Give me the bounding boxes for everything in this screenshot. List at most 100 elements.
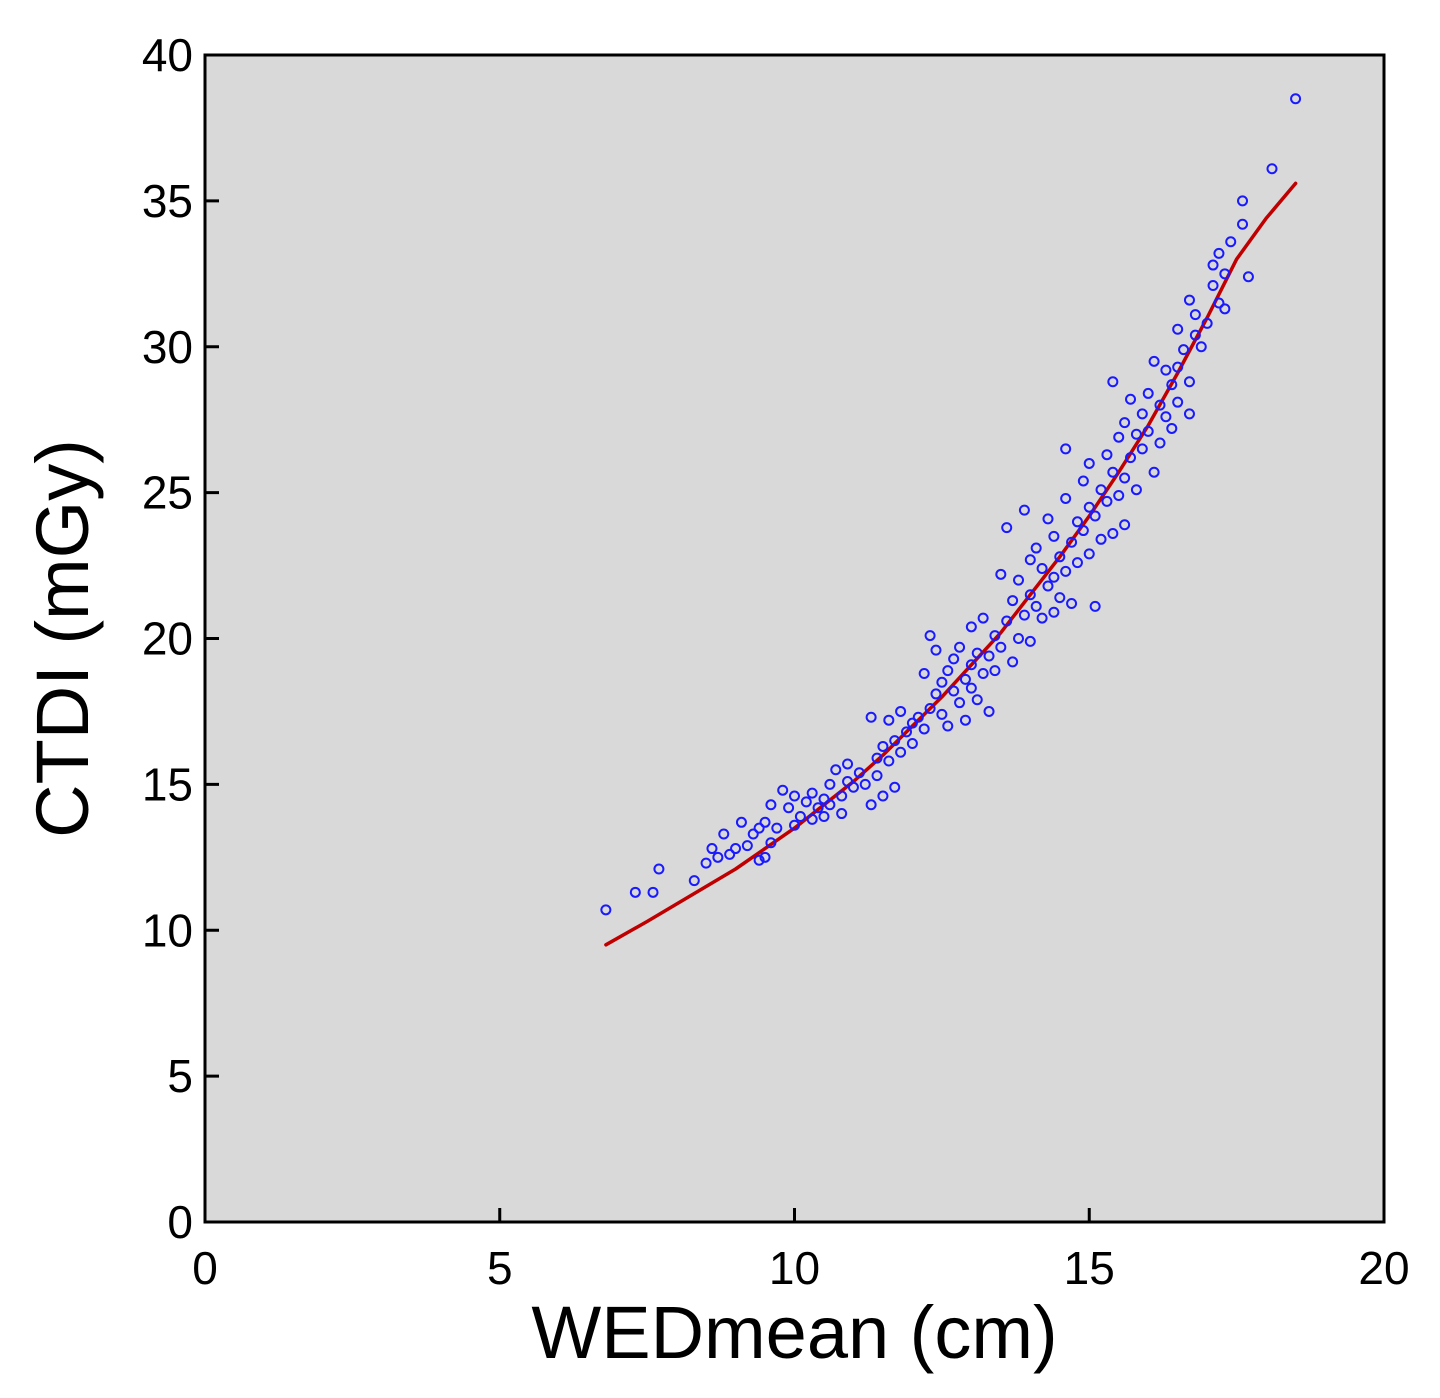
data-point xyxy=(1142,425,1154,437)
fit-curve-layer xyxy=(604,181,1298,947)
data-point xyxy=(930,688,942,700)
data-point xyxy=(759,851,771,863)
data-point xyxy=(954,697,966,709)
data-point xyxy=(1071,516,1083,528)
data-point xyxy=(1077,475,1089,487)
data-point xyxy=(1024,589,1036,601)
data-point xyxy=(1007,656,1019,668)
y-tick-label: 25 xyxy=(142,467,193,519)
data-point xyxy=(1018,609,1030,621)
y-tick-label: 40 xyxy=(142,29,193,81)
data-point xyxy=(712,851,724,863)
data-point xyxy=(959,714,971,726)
data-point xyxy=(877,790,889,802)
data-point xyxy=(1183,376,1195,388)
data-point xyxy=(948,653,960,665)
data-point xyxy=(883,755,895,767)
data-point xyxy=(847,781,859,793)
data-point xyxy=(1237,195,1249,207)
data-point xyxy=(818,810,830,822)
data-point xyxy=(600,904,612,916)
x-tick-label: 5 xyxy=(487,1242,513,1294)
data-point xyxy=(1013,633,1025,644)
data-point xyxy=(806,813,818,825)
data-point xyxy=(1213,297,1225,309)
data-point xyxy=(1130,484,1142,496)
data-point xyxy=(901,726,913,738)
data-point xyxy=(954,641,966,653)
data-point xyxy=(971,647,983,659)
plot-area xyxy=(205,55,1384,1222)
data-point xyxy=(759,816,771,828)
data-point xyxy=(771,822,783,834)
x-axis: 0 5 10 15 20 xyxy=(192,1208,1410,1294)
data-point xyxy=(1095,533,1107,545)
data-point xyxy=(948,685,960,697)
data-point xyxy=(629,886,641,898)
data-point xyxy=(877,740,889,752)
data-point xyxy=(1219,303,1231,315)
data-point xyxy=(1042,580,1054,592)
data-point xyxy=(1107,466,1119,478)
data-point xyxy=(989,630,1001,642)
data-point xyxy=(1266,163,1278,175)
data-point xyxy=(1066,597,1078,609)
data-point xyxy=(965,659,977,671)
data-point xyxy=(989,665,1001,677)
y-tick-label: 5 xyxy=(167,1050,193,1102)
y-axis-title: CTDI (mGy) xyxy=(21,439,104,838)
data-point xyxy=(1189,309,1201,321)
data-point xyxy=(1060,492,1072,504)
data-point xyxy=(1048,571,1060,583)
data-point xyxy=(942,720,954,732)
data-point xyxy=(1207,279,1219,291)
data-point xyxy=(1113,431,1125,443)
data-point xyxy=(1089,600,1101,612)
data-point xyxy=(818,793,830,805)
data-point xyxy=(1024,635,1036,647)
data-point xyxy=(794,810,806,822)
data-point xyxy=(1160,411,1172,423)
data-point xyxy=(1083,548,1095,560)
data-point xyxy=(936,708,948,720)
fit-curve xyxy=(604,181,1298,947)
data-point xyxy=(688,875,700,887)
data-point xyxy=(965,682,977,694)
data-point xyxy=(1107,527,1119,539)
data-point xyxy=(1213,247,1225,259)
data-point xyxy=(977,668,989,680)
data-point xyxy=(1083,501,1095,513)
data-point xyxy=(1018,504,1030,516)
data-point xyxy=(918,723,930,735)
data-point xyxy=(1183,408,1195,420)
data-point xyxy=(1178,344,1190,356)
data-point xyxy=(824,799,836,811)
data-point xyxy=(1166,422,1178,434)
data-point xyxy=(1101,495,1113,507)
data-point xyxy=(1201,317,1213,329)
data-point xyxy=(995,641,1007,653)
data-point xyxy=(1024,554,1036,566)
data-point xyxy=(1148,355,1160,367)
data-point xyxy=(912,711,924,723)
data-point xyxy=(1172,323,1184,335)
data-point xyxy=(883,714,895,726)
data-point xyxy=(836,808,848,820)
data-point xyxy=(777,784,789,796)
data-point xyxy=(871,770,883,782)
data-point xyxy=(747,828,759,840)
data-point xyxy=(1119,472,1131,484)
data-point xyxy=(865,711,877,723)
data-point xyxy=(1125,393,1137,405)
y-tick-label: 10 xyxy=(142,904,193,956)
data-point xyxy=(765,799,777,811)
data-point xyxy=(1160,364,1172,376)
data-point xyxy=(653,863,665,875)
data-point xyxy=(1119,519,1131,531)
data-point xyxy=(800,796,812,808)
data-point xyxy=(1066,536,1078,548)
x-tick-label: 15 xyxy=(1064,1242,1115,1294)
data-point xyxy=(995,568,1007,580)
data-point xyxy=(942,665,954,677)
data-point xyxy=(1130,428,1142,440)
